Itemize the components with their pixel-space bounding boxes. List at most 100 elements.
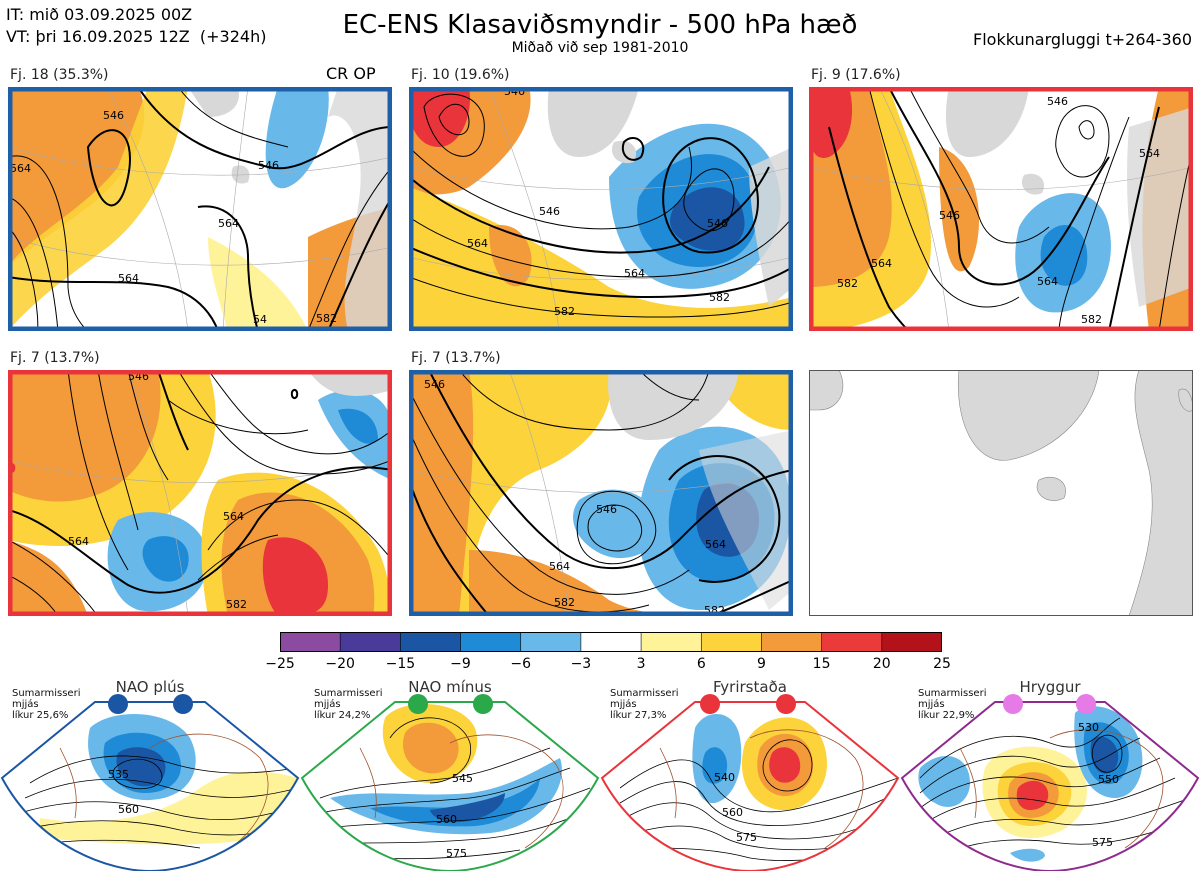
cluster-map-1: 546 564 564 564 582 546 54	[8, 87, 392, 331]
regime2-title: NAO mínus	[408, 678, 492, 696]
colorbar-tick-label: −3	[570, 656, 592, 672]
cluster3-contour-label: 564	[1037, 275, 1058, 288]
colorbar-outline	[280, 632, 942, 652]
colorbar-cell	[339, 631, 402, 653]
classification-window: Flokkunargluggi t+264-360	[973, 30, 1192, 49]
cluster5-contour-label: 546	[424, 378, 445, 391]
cluster-map-4: 564 546 564 582	[8, 370, 392, 616]
regime2-strong-negative-anomaly	[430, 793, 505, 823]
page-subtitle: Miðað við sep 1981-2010	[511, 40, 689, 56]
regime1-smooth: mjjás	[12, 699, 39, 710]
cluster3-contour-label: 564	[871, 257, 892, 270]
regime1-contour-label: 560	[118, 803, 139, 816]
colorbar-tick-label: −15	[385, 656, 416, 672]
cluster1-negative-anomaly	[265, 87, 329, 189]
regime4-contour-label: 550	[1098, 773, 1119, 786]
regime4-negative-anomaly-4	[1010, 848, 1045, 862]
regime2-contour-label: 575	[446, 847, 467, 860]
cluster1-contour-label: 546	[258, 159, 279, 172]
cluster1-contour-label: 546	[103, 109, 124, 122]
regime-nao-plus: 535 560 NAO plús Sumarmisseri mjjás líku…	[0, 678, 300, 873]
cluster3-contour-label: 582	[1081, 313, 1102, 326]
cluster5-contour-label: 564	[705, 538, 726, 551]
colorbar-cell	[640, 631, 703, 653]
cluster1-warm-anomaly	[8, 87, 145, 267]
colorbar-tick-label: 25	[933, 656, 951, 672]
regime2-smooth: mjjás	[314, 699, 341, 710]
colorbar-cell	[580, 631, 642, 653]
cluster-2-label: Fj. 10 (19.6%)	[411, 67, 510, 83]
regime4-strong-negative-anomaly	[1090, 736, 1119, 774]
colorbar-tick-label: 15	[812, 656, 831, 672]
regime4-contour-label: 575	[1092, 836, 1113, 849]
regime2-prob: líkur 24,2%	[314, 710, 371, 721]
cluster1-land-greenland	[188, 87, 239, 117]
cluster1-frame	[8, 87, 392, 331]
cluster2-land-europe	[749, 147, 793, 307]
colorbar-cell	[520, 631, 582, 653]
cluster4-contour-label: 564	[68, 535, 89, 548]
colorbar-cell	[460, 631, 522, 653]
cluster-1-tag: CR OP	[326, 64, 376, 83]
cluster3-negative-anomaly-2	[1040, 225, 1088, 286]
cluster2-frame	[409, 87, 793, 331]
regime4-marker-dot	[1076, 694, 1096, 714]
cluster3-contour-label: 564	[1139, 147, 1160, 160]
regime-nao-minus: 545 560 575 NAO mínus Sumarmisseri mjjás…	[300, 678, 600, 873]
svalbard-land	[1178, 388, 1193, 412]
cluster1-contour-label: 564	[10, 162, 31, 175]
regime2-warm-anomaly-2	[402, 722, 459, 774]
colorbar-tick-label: −20	[325, 656, 355, 672]
colorbar-cell	[700, 631, 763, 653]
regime3-strong-warm-anomaly	[769, 747, 801, 783]
colorbar-tick-label: −25	[265, 656, 295, 672]
regime2-contour-label: 560	[436, 813, 457, 826]
init-time: IT: mið 03.09.2025 00Z	[6, 5, 193, 24]
canada-land	[809, 370, 844, 411]
cluster2-contour-label: 546	[504, 87, 525, 98]
regime1-prob: líkur 25,6%	[12, 710, 69, 721]
cluster3-strong-warm-anomaly	[809, 87, 853, 158]
regime3-title: Fyrirstaða	[713, 678, 787, 696]
regime1-marker-dot	[108, 694, 128, 714]
cluster-map-2: 546 546 564 564 582 582 546	[409, 87, 793, 331]
cluster5-land-greenland	[608, 370, 739, 440]
cluster4-frame	[8, 370, 392, 616]
colorbar-tick-label: −6	[510, 656, 531, 672]
cluster2-warm-anomaly-2	[489, 225, 532, 287]
cluster4-contour-label: 582	[226, 598, 247, 611]
regime3-contour-label: 540	[714, 771, 735, 784]
cluster3-frame	[809, 87, 1193, 331]
regime-blocking: 540 560 575 Fyrirstaða Sumarmisseri mjjá…	[600, 678, 900, 873]
cluster1-land-iceland	[231, 165, 250, 184]
colorbar-tick-label: 3	[636, 656, 646, 672]
cluster2-warm-band	[409, 187, 793, 331]
cluster2-contour-label: 546	[539, 205, 560, 218]
regime3-season: Sumarmisseri	[610, 688, 679, 699]
regime1-positive-anomaly	[40, 771, 298, 845]
cluster1-land-europe	[328, 87, 392, 331]
regime2-marker-dot	[408, 694, 428, 714]
regime2-info: Sumarmisseri mjjás líkur 24,2%	[314, 688, 382, 721]
base-map-frame	[809, 370, 1193, 616]
cluster5-warm-anomaly-3	[469, 550, 709, 616]
cluster3-contour-label: 582	[837, 277, 858, 290]
regime2-marker-dot	[473, 694, 493, 714]
cluster2-contour-label: 546	[707, 217, 728, 230]
regime3-contour-label: 575	[736, 831, 757, 844]
cluster5-contour-label: 582	[554, 596, 575, 609]
cluster-map-5: 546 546 564 564 582 582	[409, 370, 793, 616]
page-title: EC-ENS Klasaviðsmyndir - 500 hPa hæð	[342, 10, 858, 40]
greenland-land	[957, 370, 1100, 461]
cluster1-contour-label: 564	[218, 217, 239, 230]
regime1-strong-negative-anomaly	[116, 747, 166, 787]
iceland-land	[1036, 476, 1066, 501]
regime3-marker-dot	[700, 694, 720, 714]
cluster3-land-europe	[1127, 107, 1193, 307]
cluster4-contour-label: 564	[223, 510, 244, 523]
colorbar-cell	[881, 631, 943, 653]
cluster3-warm-anomaly-3	[939, 147, 979, 272]
colorbar-tick-label: 20	[872, 656, 891, 672]
cluster4-land-north	[308, 370, 392, 396]
cluster1-positive-anomaly	[208, 237, 308, 331]
